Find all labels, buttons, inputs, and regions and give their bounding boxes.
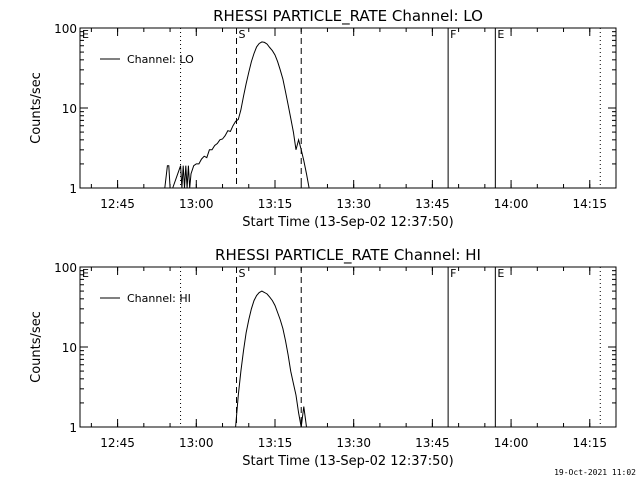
chart-title: RHESSI PARTICLE_RATE Channel: LO: [213, 7, 483, 26]
x-tick-label: 14:00: [494, 197, 529, 211]
annotation-label: E: [82, 28, 89, 41]
x-tick-label: 14:15: [572, 436, 607, 450]
y-tick-label: 10: [62, 102, 77, 116]
chart-title: RHESSI PARTICLE_RATE Channel: HI: [215, 246, 481, 265]
x-tick-label: 13:30: [336, 197, 371, 211]
x-tick-label: 13:45: [415, 197, 450, 211]
y-tick-label: 100: [54, 261, 77, 275]
x-tick-label: 13:00: [179, 197, 214, 211]
annotation-label: S: [239, 28, 246, 41]
y-axis-label: Counts/sec: [29, 311, 44, 383]
x-tick-label: 14:15: [572, 197, 607, 211]
legend-label: Channel: LO: [127, 53, 194, 66]
x-tick-label: 13:15: [258, 436, 293, 450]
x-tick-label: 13:00: [179, 436, 214, 450]
chart-panel-lo: RHESSI PARTICLE_RATE Channel: LO Counts/s…: [29, 7, 617, 230]
series-line: [235, 290, 307, 428]
annotation-label: E: [497, 267, 504, 280]
y-axis-label: Counts/sec: [29, 72, 44, 144]
annotation-label: E: [497, 28, 504, 41]
x-tick-label: 14:00: [494, 436, 529, 450]
annotation-label: F: [450, 28, 456, 41]
annotation-label: F: [450, 267, 456, 280]
x-tick-label: 12:45: [100, 436, 135, 450]
footer-timestamp: 19-Oct-2021 11:02: [554, 468, 636, 477]
annotation-label: E: [82, 267, 89, 280]
x-axis-label: Start Time (13-Sep-02 12:37:50): [242, 454, 453, 469]
legend-label: Channel: HI: [127, 292, 191, 305]
series-line: [164, 41, 312, 189]
chart-panel-hi: RHESSI PARTICLE_RATE Channel: HI Counts/s…: [29, 246, 617, 469]
x-tick-label: 13:45: [415, 436, 450, 450]
y-tick-label: 1: [69, 182, 77, 196]
x-tick-label: 13:15: [258, 197, 293, 211]
y-tick-label: 100: [54, 22, 77, 36]
y-tick-label: 10: [62, 341, 77, 355]
x-tick-label: 13:30: [336, 436, 371, 450]
annotation-label: S: [239, 267, 246, 280]
plot-frame: [79, 266, 617, 428]
y-tick-label: 1: [69, 421, 77, 435]
x-tick-label: 12:45: [100, 197, 135, 211]
plot-frame: [79, 27, 617, 189]
x-axis-label: Start Time (13-Sep-02 12:37:50): [242, 215, 453, 230]
